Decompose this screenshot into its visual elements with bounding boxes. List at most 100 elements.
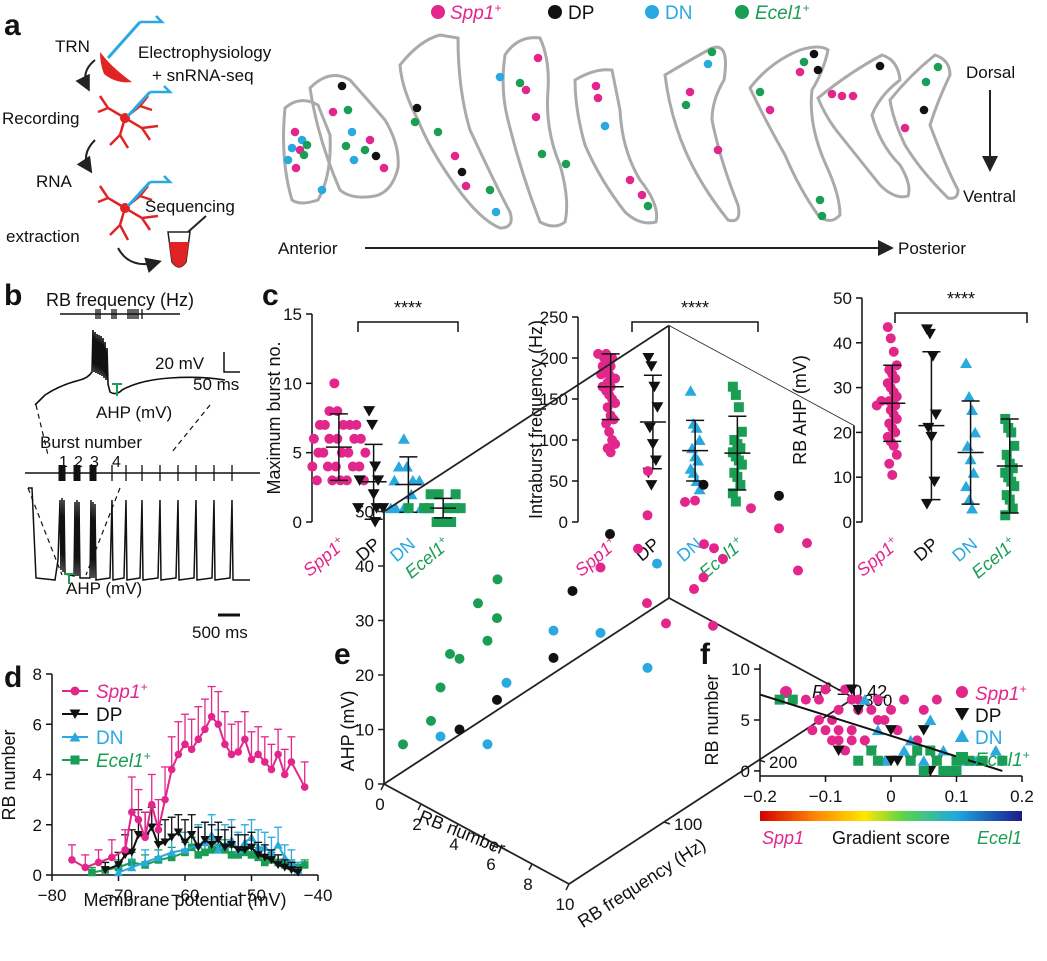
tube-fill [169, 242, 189, 267]
legend-dot-dn [645, 5, 659, 19]
colorbar-left-label: Spp1 [762, 828, 804, 848]
slice-dot [707, 47, 717, 57]
significance-bracket [357, 321, 459, 332]
data-point [128, 808, 136, 816]
legend-dot-spp1 [431, 5, 445, 19]
x-tick-label: 0 [886, 787, 895, 806]
data-point [120, 851, 130, 860]
data-point [398, 739, 408, 750]
data-point [369, 461, 382, 473]
slice-dot [533, 53, 543, 63]
data-point [997, 755, 1008, 766]
slice-outline [501, 36, 569, 228]
data-point [605, 447, 616, 458]
slice-dot [848, 91, 858, 101]
y-tick-label: 6 [33, 715, 42, 734]
panel-label-c: c [262, 279, 279, 312]
data-point [454, 653, 465, 664]
data-point [852, 704, 865, 716]
data-point [492, 574, 503, 585]
slice-dot [561, 159, 571, 169]
data-point [482, 739, 493, 750]
data-point [918, 704, 929, 715]
data-point [392, 461, 405, 472]
data-point [181, 740, 189, 749]
slice-dot [491, 207, 501, 217]
data-point [113, 868, 124, 877]
data-point [324, 433, 335, 444]
slice-dot [817, 211, 827, 221]
data-point [736, 426, 747, 437]
slice-dot [637, 190, 647, 200]
data-point [787, 694, 798, 705]
data-point [193, 843, 203, 852]
data-point [329, 378, 340, 389]
z-axis-label: AHP (mV) [338, 691, 358, 772]
data-point [708, 620, 718, 631]
z-tick-label: 50 [355, 503, 374, 522]
y-tick-label: 8 [33, 665, 42, 684]
y-tick-label: 10 [833, 468, 852, 487]
data-point [595, 562, 606, 573]
label-20mv: 20 mV [155, 354, 205, 373]
y-tick-label: 5 [741, 711, 750, 730]
zoom-line-4 [85, 487, 121, 576]
data-point [730, 389, 741, 400]
data-point [446, 517, 457, 527]
data-point [207, 846, 216, 854]
data-point [969, 426, 982, 438]
data-point [492, 694, 502, 705]
slice-dot [328, 107, 338, 117]
data-point [693, 434, 706, 445]
data-point [871, 400, 882, 411]
data-point [397, 433, 410, 444]
data-point [322, 461, 333, 472]
slice-dot [341, 141, 351, 151]
data-point [140, 858, 150, 867]
y-axis [568, 697, 855, 885]
slice-dot [485, 185, 495, 195]
label-ahp-top: AHP (mV) [96, 403, 172, 422]
label-ventral: Ventral [963, 187, 1016, 206]
data-point [888, 346, 899, 357]
data-point [891, 449, 902, 460]
data-point [240, 846, 250, 855]
slice-dot [337, 81, 347, 91]
z-tick-label: 30 [355, 612, 374, 631]
data-point [147, 800, 156, 809]
y-axis-label: Maximum burst no. [264, 341, 284, 494]
slice-dot [287, 143, 297, 153]
slice-dot [643, 201, 653, 211]
data-point [813, 715, 824, 725]
data-point [413, 474, 426, 486]
data-point [455, 503, 466, 514]
data-point [899, 694, 910, 705]
data-point [213, 836, 223, 845]
data-point [800, 694, 811, 705]
x-tick [454, 823, 459, 831]
data-point [735, 480, 746, 491]
data-point [363, 406, 376, 417]
data-point [273, 840, 283, 849]
data-point [977, 755, 988, 766]
data-point [355, 433, 366, 444]
data-point [247, 755, 256, 764]
slice-dot [347, 127, 357, 137]
x-tick-label: 0.2 [1010, 787, 1034, 806]
category-label: DN [673, 534, 706, 566]
data-point [287, 758, 296, 766]
data-point [435, 682, 446, 693]
x-tick [380, 783, 385, 791]
scale-bar-icon [223, 352, 240, 373]
data-point [492, 613, 502, 624]
x-axis-label: RB number [416, 806, 508, 859]
data-point [922, 422, 935, 434]
slice-dot [283, 155, 293, 165]
data-point [360, 447, 371, 458]
slice-dot [412, 103, 422, 113]
category-label: Spp1+ [570, 533, 621, 581]
legend-label: Spp1+ [975, 682, 1027, 705]
colorbar-right-label: Ecel1 [977, 828, 1022, 848]
data-point [643, 422, 656, 434]
data-point [643, 466, 653, 477]
